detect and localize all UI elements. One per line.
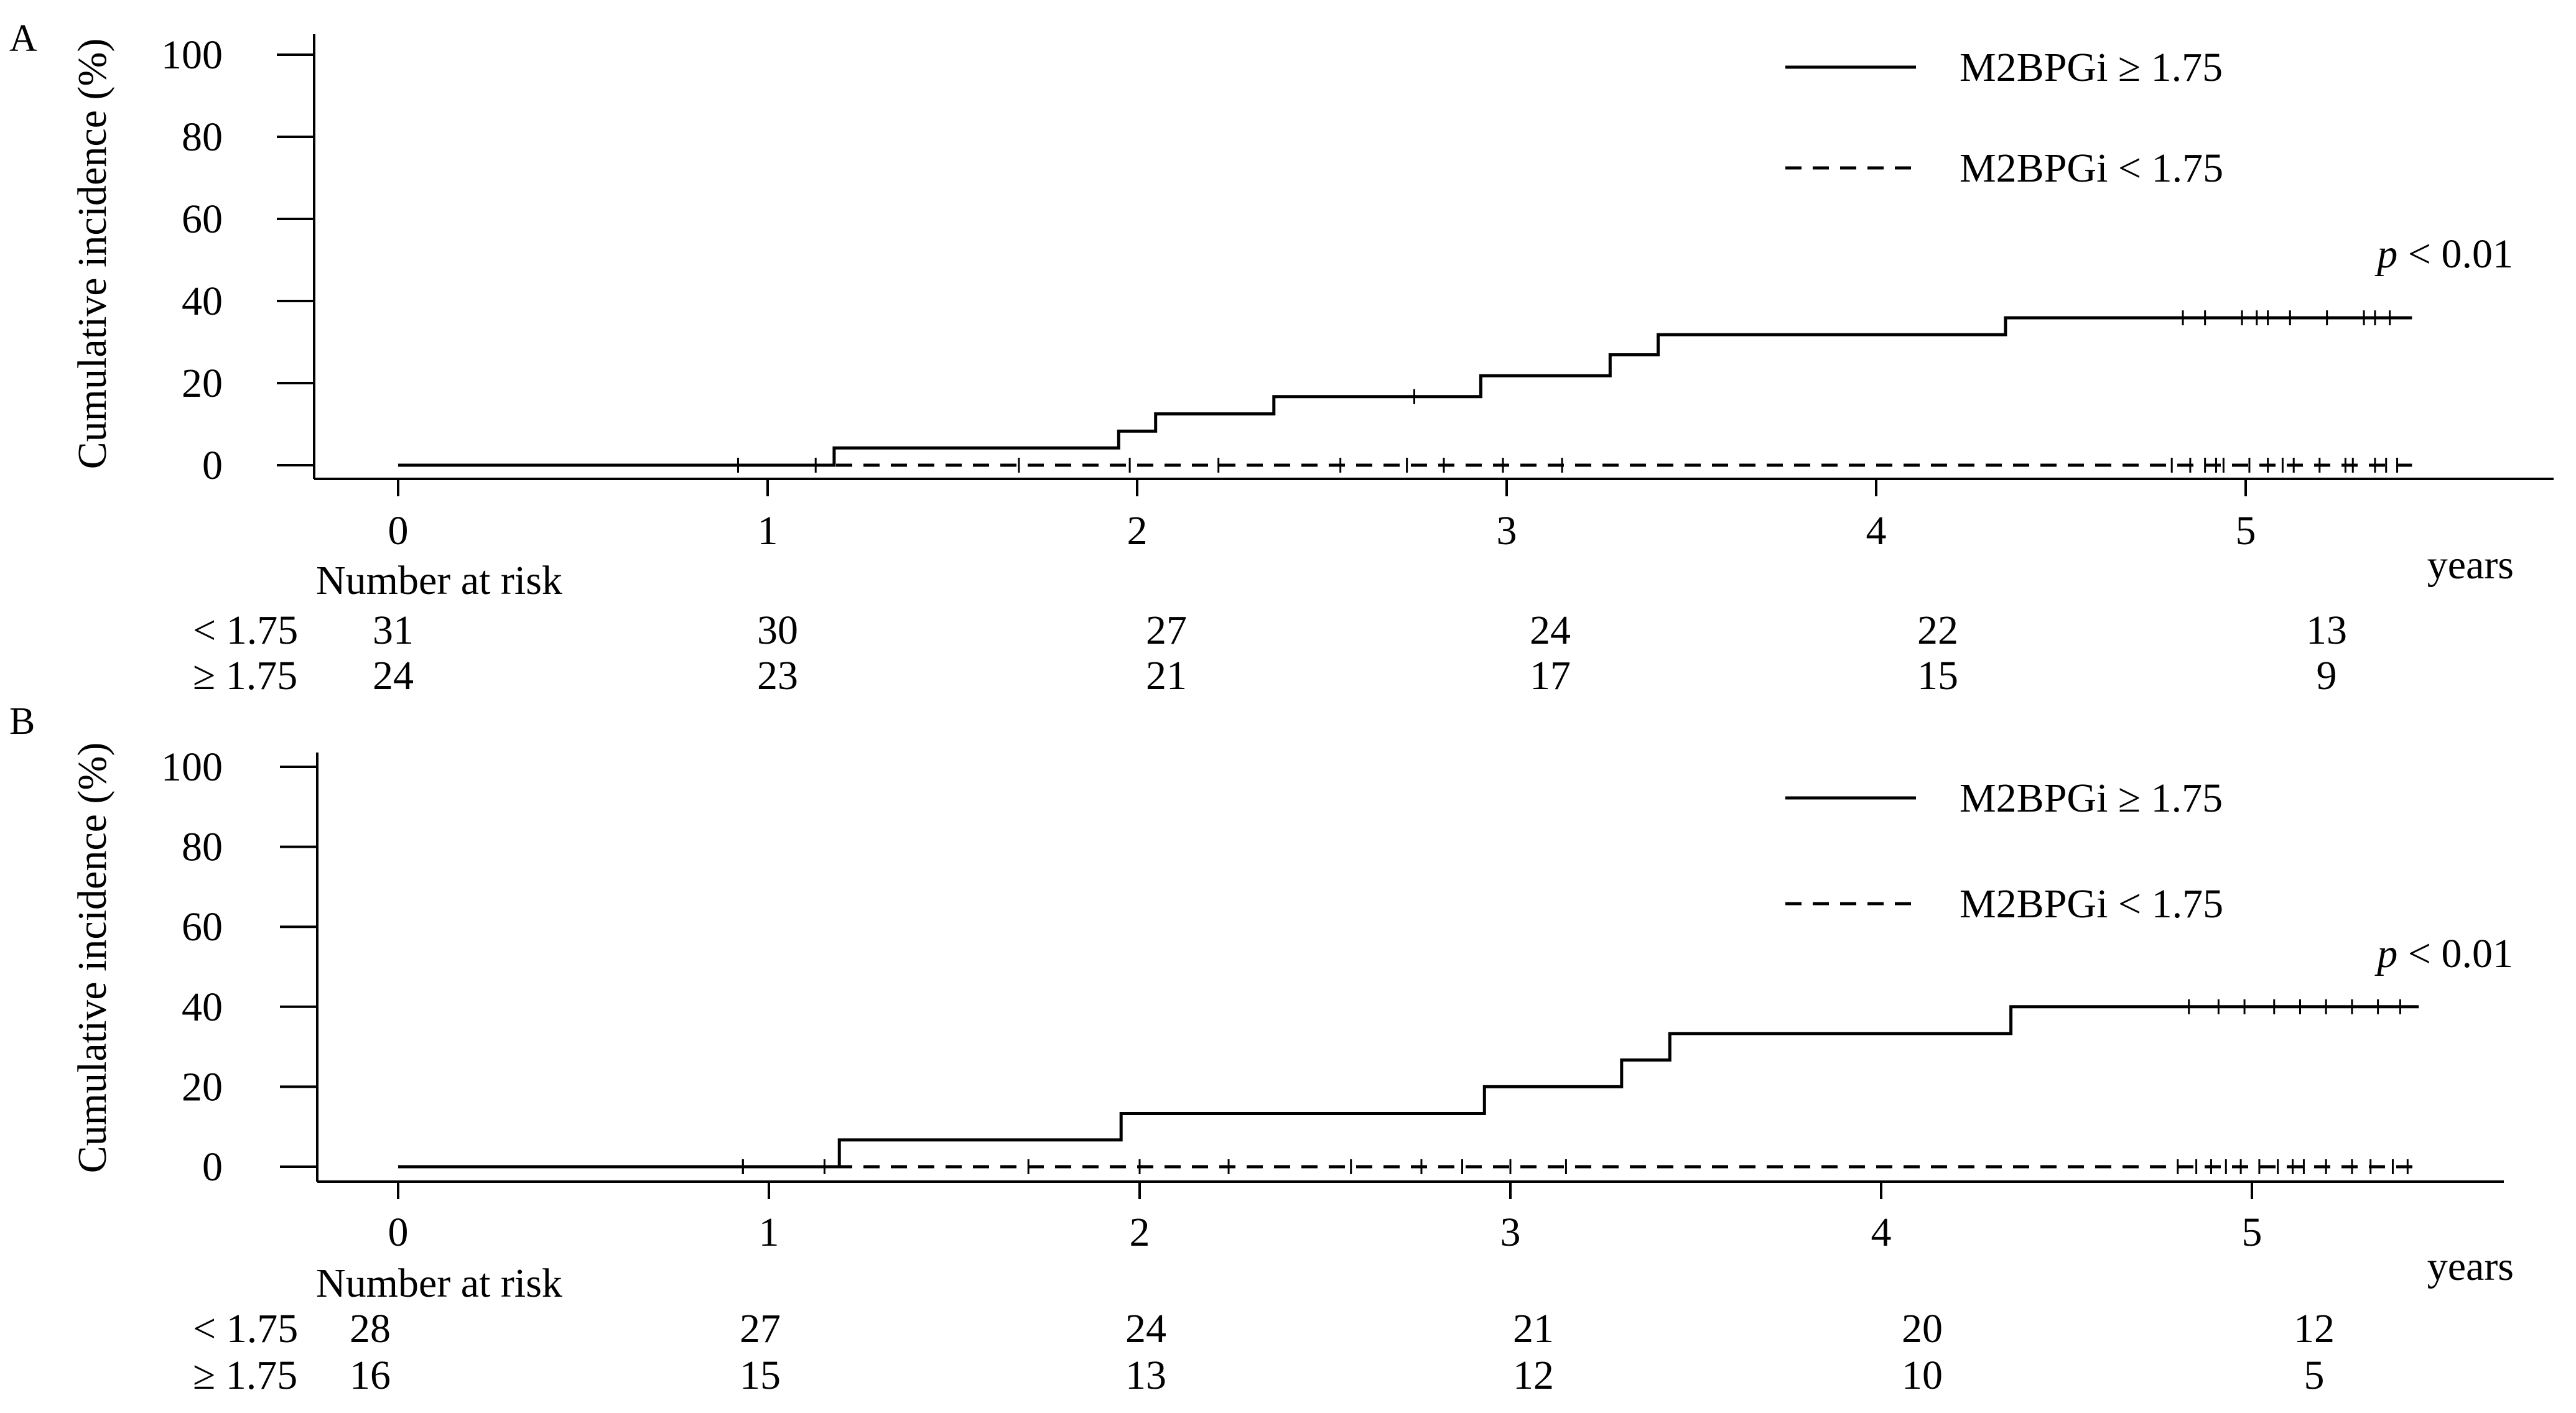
p-value-symbol: p (2374, 931, 2397, 976)
y-tick-label: 40 (182, 984, 223, 1030)
risk-count: 31 (373, 608, 414, 653)
p-value: p < 0.01 (2374, 231, 2513, 277)
risk-count: 21 (1146, 653, 1187, 698)
risk-row-label: < 1.75 (193, 1306, 298, 1351)
risk-count: 13 (2306, 608, 2347, 653)
p-value-text: < 0.01 (2397, 931, 2513, 976)
y-tick-label: 0 (202, 443, 223, 488)
x-tick-label: 0 (388, 508, 409, 554)
x-tick-label: 5 (2242, 1210, 2262, 1255)
y-axis-title: Cumulative incidence (%) (70, 39, 115, 470)
risk-count: 12 (2294, 1306, 2335, 1351)
p-value-symbol: p (2374, 231, 2397, 277)
risk-count: 12 (1513, 1353, 1554, 1398)
risk-count: 20 (1902, 1306, 1943, 1351)
risk-count: 5 (2304, 1353, 2325, 1398)
risk-count: 10 (1902, 1353, 1943, 1398)
risk-count: 24 (1530, 608, 1571, 653)
risk-table-title: Number at risk (316, 558, 562, 603)
y-tick-label: 60 (182, 197, 223, 242)
y-axis-title: Cumulative incidence (%) (70, 743, 115, 1174)
risk-count: 16 (350, 1353, 391, 1398)
x-tick-label: 0 (388, 1210, 409, 1255)
risk-count: 28 (350, 1306, 391, 1351)
risk-count: 27 (740, 1306, 781, 1351)
risk-count: 30 (757, 608, 798, 653)
legend-label: M2BPGi ≥ 1.75 (1960, 45, 2223, 90)
panel-label: B (9, 700, 35, 743)
y-tick-label: 40 (182, 279, 223, 324)
risk-count: 24 (1125, 1306, 1166, 1351)
risk-count: 24 (373, 653, 414, 698)
km-curve-high (398, 1005, 2419, 1169)
x-tick-label: 4 (1871, 1210, 1892, 1255)
x-tick-label: 1 (759, 1210, 779, 1255)
x-tick-label: 5 (2236, 508, 2256, 554)
risk-count: 23 (757, 653, 798, 698)
risk-row-label: < 1.75 (193, 608, 298, 653)
p-value: p < 0.01 (2374, 931, 2513, 976)
y-tick-label: 0 (202, 1144, 223, 1190)
x-tick-label: 3 (1500, 1210, 1521, 1255)
km-curve-high (398, 316, 2412, 467)
p-value-text: < 0.01 (2397, 231, 2513, 277)
x-axis-unit-label: years (2427, 542, 2514, 588)
x-tick-label: 1 (758, 508, 778, 554)
x-tick-label: 2 (1130, 1210, 1150, 1255)
risk-count: 27 (1146, 608, 1187, 653)
y-tick-label: 80 (182, 114, 223, 160)
risk-row-label: ≥ 1.75 (193, 1353, 297, 1398)
y-tick-label: 60 (182, 904, 223, 950)
risk-count: 9 (2317, 653, 2337, 698)
risk-table-title: Number at risk (316, 1261, 562, 1306)
x-tick-label: 4 (1866, 508, 1887, 554)
risk-count: 13 (1125, 1353, 1166, 1398)
risk-count: 17 (1530, 653, 1571, 698)
legend-label: M2BPGi ≥ 1.75 (1960, 776, 2223, 821)
y-tick-label: 100 (161, 744, 223, 790)
risk-count: 15 (740, 1353, 781, 1398)
x-axis-unit-label: years (2427, 1244, 2514, 1289)
x-tick-label: 3 (1497, 508, 1517, 554)
y-tick-label: 80 (182, 825, 223, 870)
y-tick-label: 100 (161, 32, 223, 78)
y-tick-label: 20 (182, 361, 223, 406)
legend-label: M2BPGi < 1.75 (1960, 881, 2223, 927)
risk-count: 15 (1917, 653, 1958, 698)
x-tick-label: 2 (1127, 508, 1148, 554)
legend-label: M2BPGi < 1.75 (1960, 146, 2223, 191)
y-tick-label: 20 (182, 1064, 223, 1110)
risk-row-label: ≥ 1.75 (193, 653, 297, 698)
risk-count: 21 (1513, 1306, 1554, 1351)
panel-label: A (9, 17, 37, 60)
risk-count: 22 (1917, 608, 1958, 653)
